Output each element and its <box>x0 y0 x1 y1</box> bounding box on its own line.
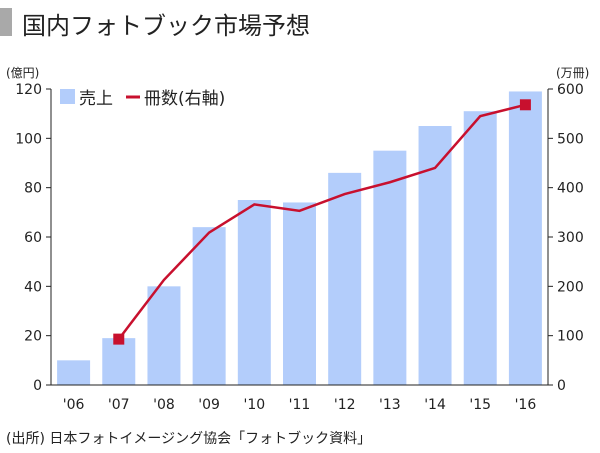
right-axis-unit: (万冊) <box>556 66 590 80</box>
x-tick-label: '12 <box>334 397 356 413</box>
right-tick-label: 500 <box>557 131 584 147</box>
right-tick-label: 100 <box>557 329 584 345</box>
x-tick-label: '14 <box>424 397 446 413</box>
right-tick-label: 0 <box>557 378 566 394</box>
left-tick-label: 0 <box>33 378 42 394</box>
x-tick-label: '13 <box>379 397 401 413</box>
line-series <box>117 103 526 340</box>
source-note: (出所) 日本フォトイメージング協会「フォトブック資料」 <box>6 431 372 447</box>
title-marker <box>0 8 12 36</box>
legend-bar-label: 売上 <box>79 89 113 109</box>
x-tick-label: '11 <box>289 397 311 413</box>
bar-'08 <box>147 286 181 385</box>
x-tick-label: '07 <box>108 397 130 413</box>
bar-'16 <box>508 91 542 385</box>
bar-'10 <box>237 200 271 385</box>
left-tick-label: 20 <box>24 329 42 345</box>
bar-'13 <box>373 150 407 385</box>
right-tick-label: 300 <box>557 230 584 246</box>
left-tick-label: 80 <box>24 181 42 197</box>
bar-'11 <box>283 202 316 385</box>
right-tick-label: 400 <box>557 181 584 197</box>
left-axis-unit: (億円) <box>6 66 40 80</box>
right-tick-label: 200 <box>557 279 584 295</box>
left-tick-label: 100 <box>15 131 42 147</box>
line-marker-'16 <box>519 99 531 111</box>
right-tick-label: 600 <box>557 82 584 98</box>
left-tick-label: 60 <box>24 230 42 246</box>
bar-'06 <box>57 360 91 385</box>
x-tick-label: '10 <box>243 397 265 413</box>
bar-'14 <box>418 126 452 385</box>
legend-bar-swatch <box>60 89 75 104</box>
bar-'07 <box>102 338 136 385</box>
x-tick-label: '09 <box>198 397 220 413</box>
line-marker-'07 <box>113 333 125 345</box>
x-tick-label: '08 <box>153 397 175 413</box>
x-tick-label: '06 <box>63 397 85 413</box>
bar-'12 <box>328 172 362 385</box>
x-tick-label: '15 <box>469 397 491 413</box>
bar-'09 <box>192 227 226 385</box>
legend-line-label: 冊数(右軸) <box>144 89 225 109</box>
x-tick-label: '16 <box>515 397 537 413</box>
left-tick-label: 40 <box>24 279 42 295</box>
chart-title: 国内フォトブック市場予想 <box>22 12 310 40</box>
left-tick-label: 120 <box>15 82 42 98</box>
bar-'15 <box>463 111 497 385</box>
